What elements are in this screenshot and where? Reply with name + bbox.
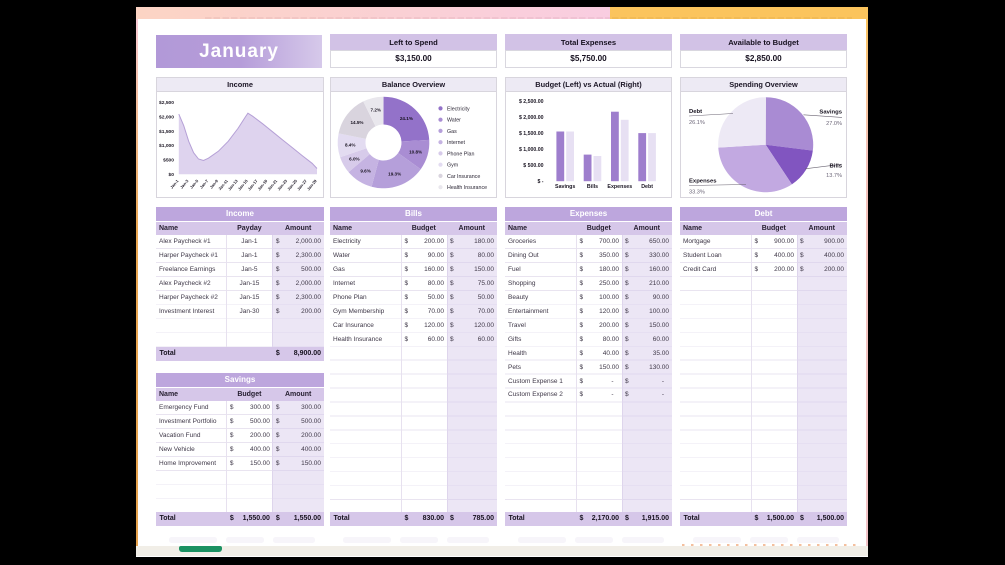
svg-text:33.3%: 33.3% bbox=[689, 190, 705, 196]
svg-text:27.0%: 27.0% bbox=[826, 121, 842, 127]
svg-text:$2,000: $2,000 bbox=[159, 115, 174, 121]
svg-text:Savings: Savings bbox=[555, 184, 575, 190]
svg-text:$1,000: $1,000 bbox=[159, 143, 174, 149]
svg-text:24.1%: 24.1% bbox=[400, 116, 413, 121]
svg-text:$ 2,500.00: $ 2,500.00 bbox=[519, 99, 544, 105]
svg-text:Jan-3: Jan-3 bbox=[179, 178, 190, 190]
svg-text:Gas: Gas bbox=[447, 129, 457, 135]
svg-text:6.0%: 6.0% bbox=[349, 157, 359, 162]
svg-text:7.2%: 7.2% bbox=[371, 108, 381, 113]
svg-text:Expenses: Expenses bbox=[607, 184, 632, 190]
svg-text:$ 2,000.00: $ 2,000.00 bbox=[519, 115, 544, 121]
svg-text:9.6%: 9.6% bbox=[360, 168, 370, 173]
svg-text:Bills: Bills bbox=[587, 184, 598, 190]
svg-text:Car Insurance: Car Insurance bbox=[447, 174, 480, 180]
svg-text:Savings: Savings bbox=[819, 110, 842, 116]
svg-text:$ 1,500.00: $ 1,500.00 bbox=[519, 131, 544, 137]
svg-text:Electricity: Electricity bbox=[447, 106, 470, 112]
svg-text:Debt: Debt bbox=[641, 184, 653, 190]
svg-text:Phone Plan: Phone Plan bbox=[447, 151, 474, 157]
svg-text:10.8%: 10.8% bbox=[409, 150, 422, 155]
svg-text:Jan-7: Jan-7 bbox=[199, 178, 210, 190]
svg-text:Health Insurance: Health Insurance bbox=[447, 185, 487, 191]
svg-text:$0: $0 bbox=[169, 172, 175, 178]
svg-text:Debt: Debt bbox=[689, 109, 702, 115]
svg-text:$ 1,000.00: $ 1,000.00 bbox=[519, 147, 544, 153]
svg-text:$1,500: $1,500 bbox=[159, 129, 174, 135]
svg-text:19.3%: 19.3% bbox=[388, 172, 401, 177]
svg-text:$2,500: $2,500 bbox=[159, 100, 174, 106]
svg-text:Jan-9: Jan-9 bbox=[209, 178, 220, 190]
svg-text:Jan-5: Jan-5 bbox=[189, 178, 200, 190]
svg-text:14.5%: 14.5% bbox=[350, 120, 363, 125]
svg-text:26.1%: 26.1% bbox=[689, 120, 705, 126]
svg-text:$ -: $ - bbox=[537, 179, 543, 185]
svg-text:Water: Water bbox=[447, 118, 461, 124]
svg-text:13.7%: 13.7% bbox=[826, 173, 842, 179]
svg-text:Internet: Internet bbox=[447, 140, 465, 146]
svg-text:$500: $500 bbox=[163, 158, 174, 164]
svg-text:8.4%: 8.4% bbox=[345, 142, 355, 147]
svg-text:$ 500.00: $ 500.00 bbox=[523, 163, 543, 169]
svg-text:Jan-29: Jan-29 bbox=[306, 178, 318, 192]
svg-text:Gym: Gym bbox=[447, 163, 459, 169]
svg-text:Bills: Bills bbox=[830, 163, 843, 169]
svg-text:Expenses: Expenses bbox=[689, 179, 717, 185]
svg-text:Jan-1: Jan-1 bbox=[169, 178, 180, 190]
